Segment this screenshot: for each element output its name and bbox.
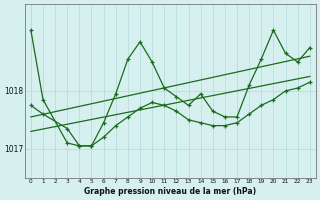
X-axis label: Graphe pression niveau de la mer (hPa): Graphe pression niveau de la mer (hPa) bbox=[84, 187, 256, 196]
